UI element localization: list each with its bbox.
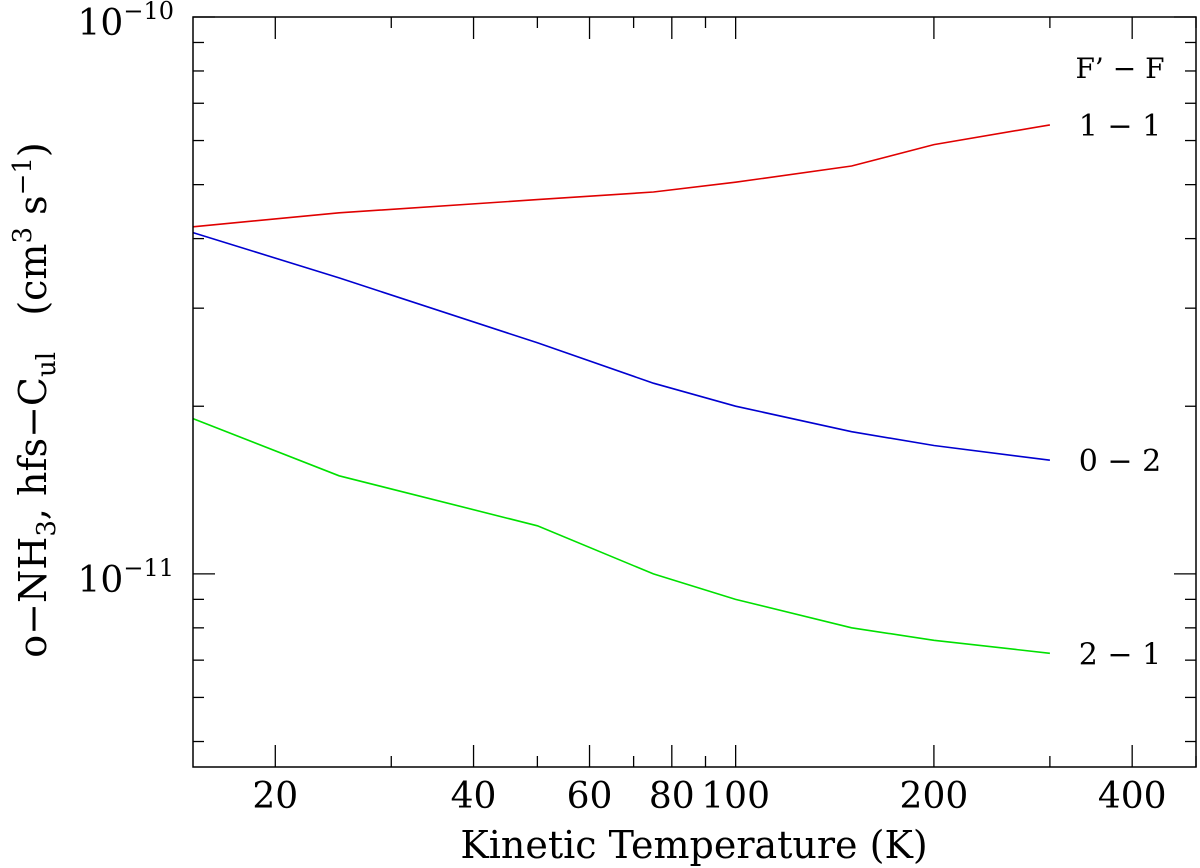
- major-ticks: [193, 16, 1196, 767]
- x-tick-label: 100: [701, 776, 770, 817]
- y-axis-title-sup2: −1: [8, 157, 38, 195]
- x-tick-label: 40: [451, 776, 497, 817]
- series-line: [192, 124, 1051, 228]
- plot-frame: [192, 16, 1197, 768]
- x-tick-label: 60: [567, 776, 613, 817]
- y-axis-title-units-mid: s: [11, 195, 55, 227]
- x-tick-label: 200: [900, 776, 969, 817]
- y-axis-title-units-open: (cm: [11, 244, 55, 352]
- series-line: [192, 417, 1050, 655]
- y-axis-title-units-close: ): [11, 142, 55, 157]
- x-axis-title: Kinetic Temperature (K): [460, 823, 927, 867]
- y-axis-title-sub1: 3: [32, 520, 62, 537]
- legend-title: F’ − F: [1075, 52, 1164, 85]
- series-line: [192, 231, 1051, 461]
- y-tick-label-base: 10: [78, 560, 124, 601]
- y-tick-label-exponent: −10: [123, 0, 174, 25]
- y-tick-label-exponent: −11: [123, 554, 174, 582]
- y-axis-title-prefix: o−NH: [11, 537, 55, 658]
- y-tick-label: 10−10: [78, 0, 174, 44]
- series-label: 0 − 2: [1079, 444, 1161, 479]
- x-tick-label: 400: [1098, 776, 1167, 817]
- y-axis-title: o−NH3, hfs−Cul (cm3 s−1): [8, 142, 62, 658]
- x-tick-label: 20: [252, 776, 298, 817]
- y-axis-title-sup1: 3: [8, 227, 38, 244]
- series-label: 1 − 1: [1079, 109, 1161, 144]
- y-axis-title-sub2: ul: [32, 352, 62, 377]
- y-axis-title-middle: , hfs−C: [11, 377, 55, 520]
- x-tick-label: 80: [649, 776, 695, 817]
- series-label: 2 − 1: [1079, 637, 1161, 672]
- minor-ticks: [193, 17, 1197, 767]
- series-layer: [192, 124, 1051, 655]
- y-tick-label-base: 10: [78, 3, 124, 44]
- y-tick-label: 10−11: [78, 554, 174, 601]
- series-labels: 1 − 1 0 − 2 2 − 1: [1079, 109, 1161, 672]
- x-tick-labels: 20 40 60 80 100 200 400: [252, 776, 1166, 817]
